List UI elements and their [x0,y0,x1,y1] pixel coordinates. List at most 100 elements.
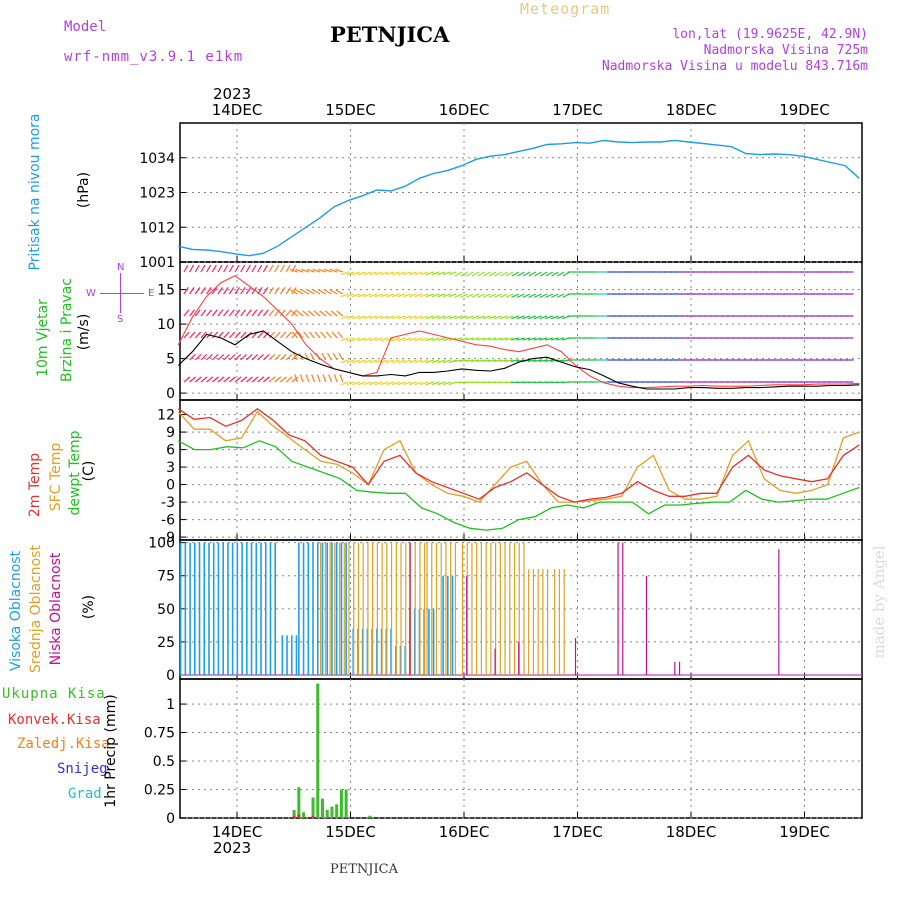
wind-arrow [333,374,338,383]
wind-arrow [408,359,417,364]
wind-arrow [313,310,321,317]
wind-arrow [245,264,251,273]
wind-arrow [442,271,451,276]
y-tick-label: 1 [166,697,175,713]
wind-arrow [460,293,468,298]
wind-arrow [189,376,197,383]
wind-arrow [471,337,480,341]
wind-arrow [471,315,480,320]
wind-arrow [448,315,457,320]
wind-arrow [274,331,281,339]
wind-arrow [545,293,554,298]
x-tick-bottom-18DEC: 18DEC [666,823,717,841]
wind-arrow [408,271,417,276]
wind-arrow [414,315,423,320]
wind-arrow [211,264,217,273]
wind-arrow [217,376,225,383]
wind-arrow [363,315,372,320]
wind-arrow [476,359,485,362]
wind-arrow [200,354,208,361]
wind-arrow [397,271,406,276]
wind-arrow [420,315,429,320]
wind-arrow [328,374,333,383]
total-precip-bar [316,683,320,818]
wind-arrow [471,271,480,277]
wind-arrow [374,293,383,298]
legend-graupel: Grad [68,786,102,802]
wind-arrow [183,264,189,273]
product-title: Meteogram [520,0,611,18]
wind-arrow [291,354,298,361]
wind-arrow [311,374,316,383]
wind-arrow [374,315,383,320]
wind-arrow [322,374,327,383]
wind-arrow [380,315,389,320]
y-tick-label: 25 [157,635,175,651]
wind-arrow [352,381,361,386]
wind-arrow [306,268,315,273]
wind-arrow [517,271,525,277]
wind-arrow [268,331,275,339]
wind-arrow [556,337,565,341]
wind-arrow [189,264,195,273]
legend-conv-precip: Konvek.Kisa [8,712,101,728]
y-tick-label: 75 [157,569,175,585]
wind-arrow [533,359,542,362]
wind-arrow [533,337,542,341]
wind-arrow [280,376,287,383]
wind-arrow [437,359,446,364]
wind-arrow [431,293,440,298]
wind-arrow [386,271,395,276]
wind-arrow [217,264,223,273]
y-tick-label: 5 [166,352,175,368]
wind-arrow [352,315,361,320]
wind-arrow [505,271,514,277]
wind-arrow [403,271,412,276]
wind-arrow [228,376,236,383]
wind-arrow [257,331,264,339]
compass-west: W [86,288,96,299]
wind-arrow [357,271,366,276]
wind-arrow [528,315,536,320]
wind-arrow [183,287,189,295]
wind-arrow [285,264,291,273]
wind-arrow [279,331,287,339]
wind-arrow [420,337,429,342]
wind-arrow [391,271,400,276]
wind-arrow [414,293,423,298]
wind-arrow [380,359,389,364]
wind-arrow [380,381,389,386]
wind-arrow [442,315,451,320]
wind-arrow [500,271,508,277]
wind-arrow [357,381,366,386]
wind-arrow [268,376,276,383]
wind-arrow [223,376,231,383]
wind-arrow [420,359,429,364]
wind-arrow [369,381,378,386]
wind-arrow [262,309,269,317]
wind-arrow [326,352,332,361]
wind-arrow [251,264,257,273]
y-tick-label: 0.25 [144,783,175,799]
wind-arrow [386,315,395,320]
wind-arrow [425,337,434,342]
wind-arrow [340,293,349,298]
elevation-text: Nadmorska Visina 725m [703,43,868,58]
x-tick-top-19DEC: 19DEC [779,101,830,119]
wind-arrow [403,381,412,386]
wind-arrow [374,381,383,386]
wind-arrow [206,354,213,361]
wind-arrow [245,376,253,383]
wind-arrow [299,374,304,383]
wind-arrow [442,293,451,298]
x-tick-top-15DEC: 15DEC [325,101,376,119]
wind-arrow [279,309,286,317]
wind-arrow [240,376,248,383]
wind-arrow [305,374,310,383]
wind-arrow [330,310,338,317]
wind-arrow [471,359,480,362]
pressure-line [178,139,860,257]
wind-arrow [183,309,190,317]
wind-arrow [511,293,520,298]
wind-arrow [488,337,497,341]
